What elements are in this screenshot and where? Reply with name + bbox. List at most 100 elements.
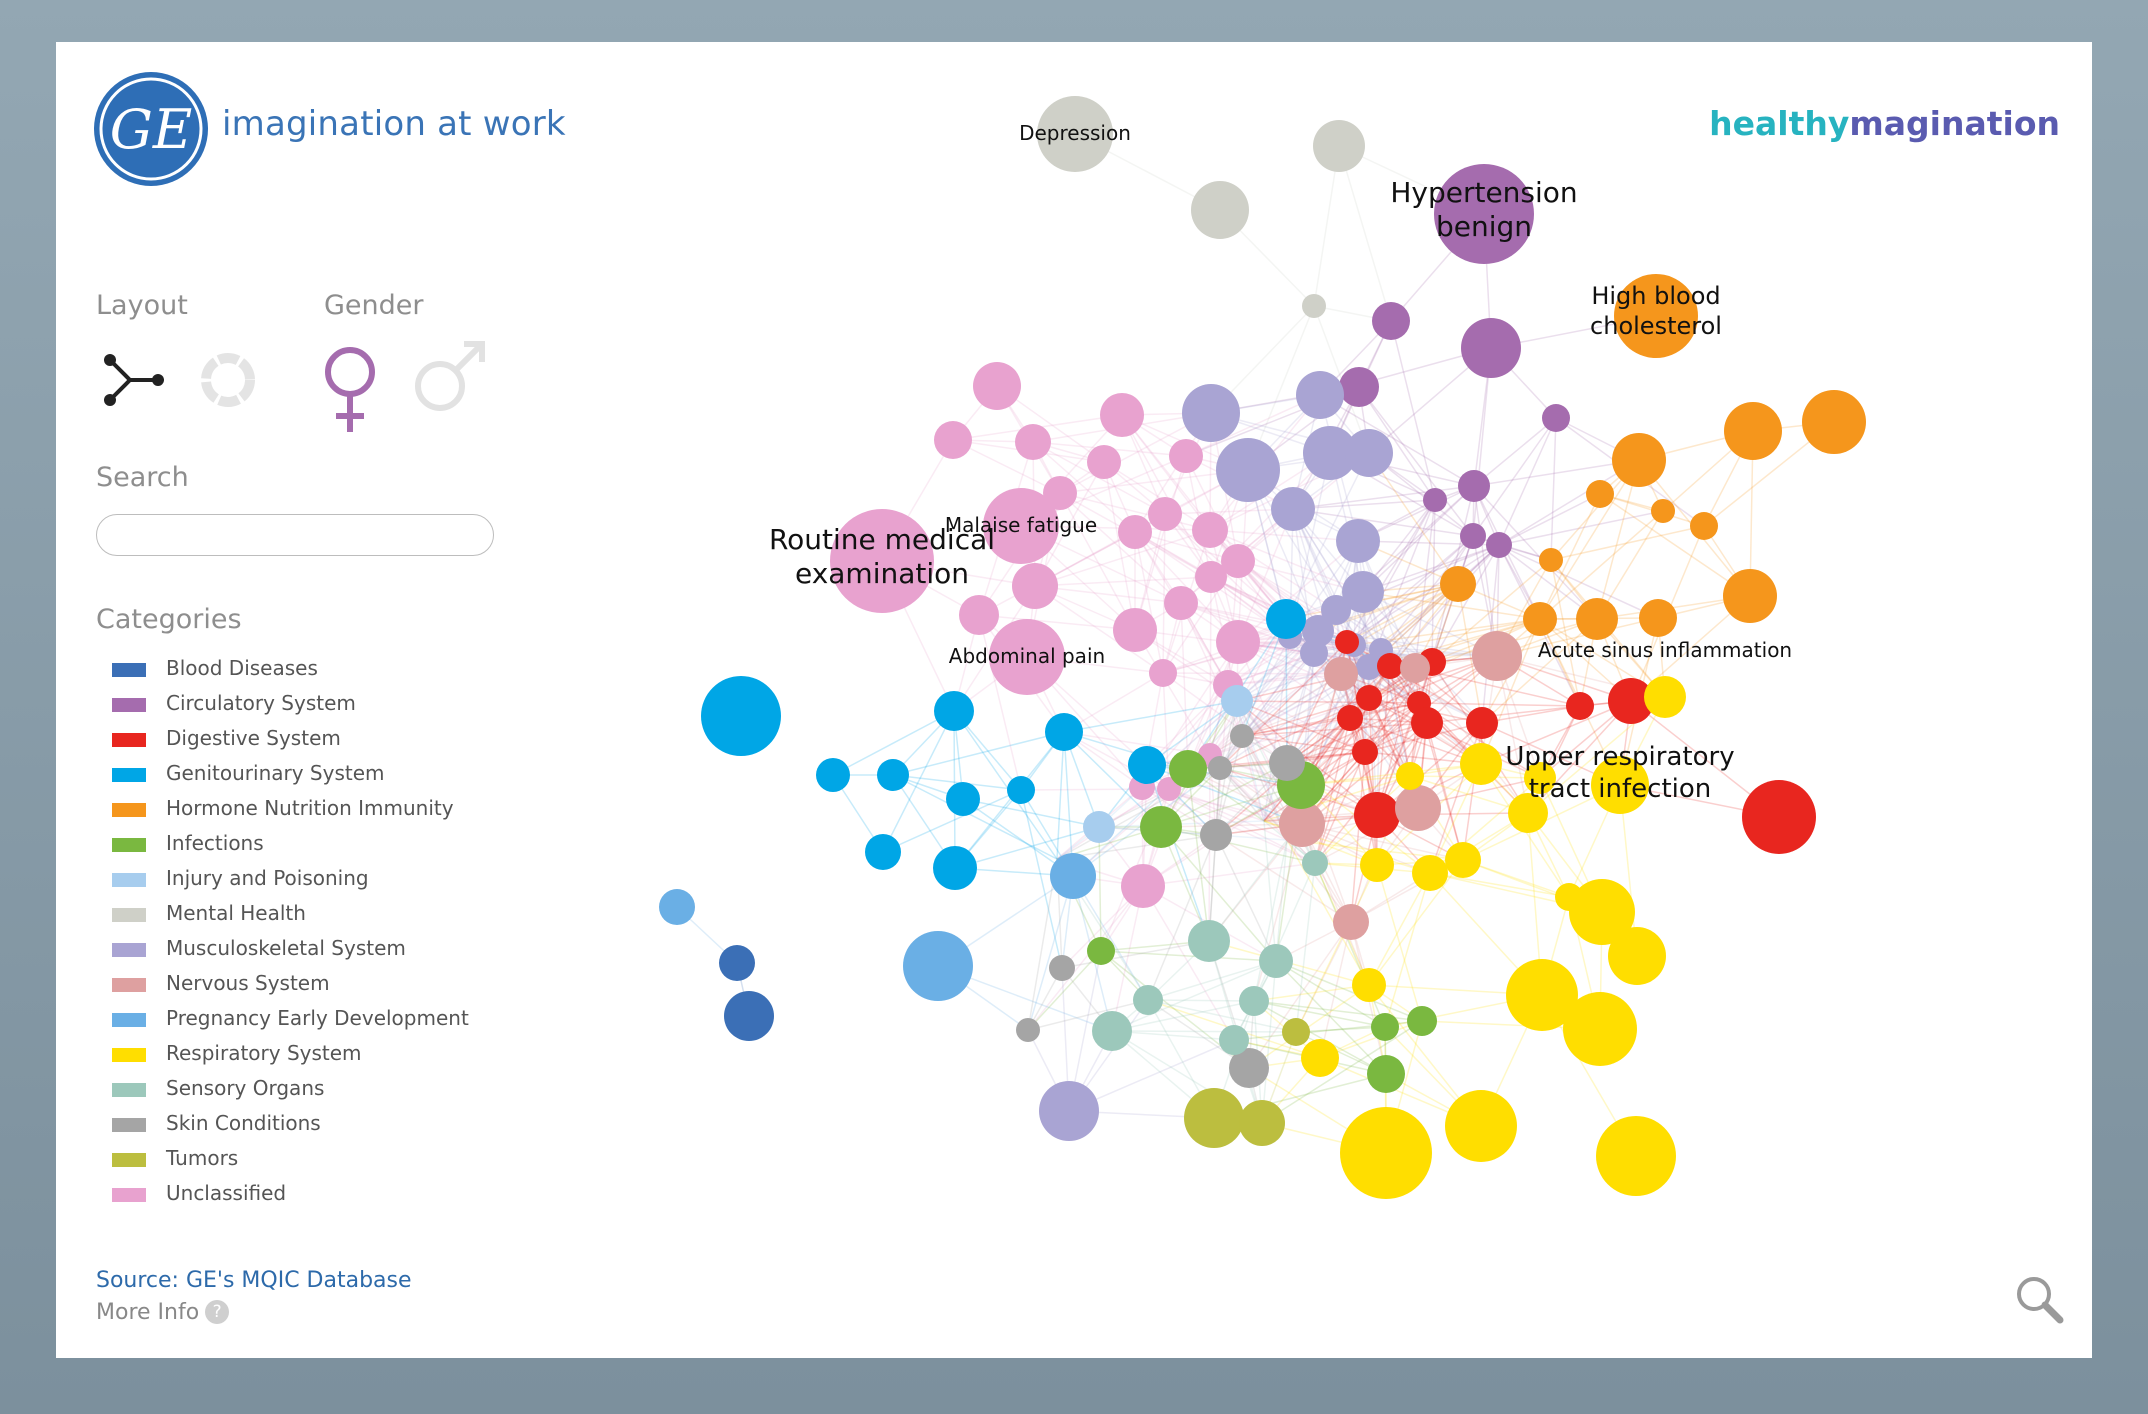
graph-node[interactable] bbox=[946, 782, 980, 816]
graph-node[interactable] bbox=[1269, 745, 1305, 781]
graph-node[interactable] bbox=[1445, 842, 1481, 878]
graph-node[interactable] bbox=[1113, 608, 1157, 652]
zoom-icon[interactable] bbox=[2014, 1274, 2064, 1326]
graph-node[interactable] bbox=[816, 758, 850, 792]
node-routine-medical-examination[interactable] bbox=[830, 509, 934, 613]
graph-node[interactable] bbox=[1651, 499, 1675, 523]
graph-node[interactable] bbox=[865, 834, 901, 870]
graph-node[interactable] bbox=[1586, 480, 1614, 508]
graph-node[interactable] bbox=[1239, 986, 1269, 1016]
node-acute-sinus-inflammation[interactable] bbox=[1644, 676, 1686, 718]
graph-node[interactable] bbox=[1121, 864, 1165, 908]
circular-layout-icon[interactable] bbox=[196, 348, 260, 412]
graph-node[interactable] bbox=[1191, 181, 1249, 239]
graph-node[interactable] bbox=[1423, 488, 1447, 512]
graph-node[interactable] bbox=[1400, 653, 1430, 683]
graph-node[interactable] bbox=[1083, 811, 1115, 843]
graph-node[interactable] bbox=[1377, 653, 1403, 679]
graph-node[interactable] bbox=[1407, 1006, 1437, 1036]
graph-node[interactable] bbox=[1118, 515, 1152, 549]
graph-node[interactable] bbox=[1396, 762, 1424, 790]
graph-node[interactable] bbox=[1045, 713, 1083, 751]
graph-node[interactable] bbox=[1016, 1018, 1040, 1042]
graph-node[interactable] bbox=[1412, 855, 1448, 891]
graph-node[interactable] bbox=[1221, 544, 1255, 578]
healthymagination-logo[interactable]: healthymagination bbox=[1709, 104, 2060, 143]
graph-node[interactable] bbox=[1216, 438, 1280, 502]
graph-node[interactable] bbox=[1576, 598, 1618, 640]
graph-node[interactable] bbox=[1354, 792, 1400, 838]
graph-node[interactable] bbox=[1184, 1088, 1244, 1148]
node-depression[interactable] bbox=[1037, 96, 1113, 172]
graph-node[interactable] bbox=[1282, 1018, 1310, 1046]
graph-node[interactable] bbox=[1742, 780, 1816, 854]
graph-node[interactable] bbox=[1440, 566, 1476, 602]
graph-node[interactable] bbox=[1188, 920, 1230, 962]
graph-node[interactable] bbox=[1352, 739, 1378, 765]
graph-node[interactable] bbox=[1460, 743, 1502, 785]
graph-node[interactable] bbox=[1360, 848, 1394, 882]
graph-node[interactable] bbox=[1395, 785, 1441, 831]
graph-node[interactable] bbox=[1302, 615, 1334, 647]
node-allergy[interactable] bbox=[1591, 756, 1649, 814]
graph-node[interactable] bbox=[1128, 746, 1166, 784]
graph-node[interactable] bbox=[1050, 853, 1096, 899]
graph-node[interactable] bbox=[1333, 904, 1369, 940]
graph-node[interactable] bbox=[1340, 1107, 1432, 1199]
graph-node[interactable] bbox=[1342, 571, 1384, 613]
graph-node[interactable] bbox=[1140, 806, 1182, 848]
graph-node[interactable] bbox=[959, 595, 999, 635]
graph-node[interactable] bbox=[973, 362, 1021, 410]
node-upper-respiratory-tract-infection[interactable] bbox=[1563, 992, 1637, 1066]
graph-node[interactable] bbox=[1279, 801, 1325, 847]
graph-node[interactable] bbox=[719, 945, 755, 981]
graph-node[interactable] bbox=[1313, 120, 1365, 172]
graph-node[interactable] bbox=[1049, 955, 1075, 981]
graph-node[interactable] bbox=[1506, 959, 1578, 1031]
graph-node[interactable] bbox=[1015, 424, 1051, 460]
graph-node[interactable] bbox=[1356, 685, 1382, 711]
node-gynecological-examination[interactable] bbox=[1266, 599, 1306, 639]
graph-node[interactable] bbox=[1542, 404, 1570, 432]
graph-node[interactable] bbox=[1466, 707, 1498, 739]
graph-node[interactable] bbox=[1461, 318, 1521, 378]
graph-node[interactable] bbox=[1007, 776, 1035, 804]
graph-node[interactable] bbox=[933, 846, 977, 890]
search-input[interactable] bbox=[96, 514, 494, 556]
node-hypertension-benign[interactable] bbox=[1434, 164, 1534, 264]
graph-node[interactable] bbox=[1169, 750, 1207, 788]
graph-node[interactable] bbox=[1087, 937, 1115, 965]
graph-node[interactable] bbox=[1523, 602, 1557, 636]
ge-logo[interactable]: GE bbox=[92, 70, 210, 188]
graph-node[interactable] bbox=[659, 889, 695, 925]
graph-node[interactable] bbox=[1300, 639, 1328, 667]
graph-node[interactable] bbox=[1486, 532, 1512, 558]
node-sore-throat[interactable] bbox=[1301, 1039, 1339, 1077]
graph-node[interactable] bbox=[1169, 439, 1203, 473]
graph-node[interactable] bbox=[1335, 630, 1359, 654]
graph-node[interactable] bbox=[877, 759, 909, 791]
graph-node[interactable] bbox=[1200, 819, 1232, 851]
graph-node[interactable] bbox=[934, 421, 972, 459]
graph-node[interactable] bbox=[934, 691, 974, 731]
graph-node[interactable] bbox=[1303, 426, 1357, 480]
graph-node[interactable] bbox=[1345, 429, 1393, 477]
female-icon[interactable] bbox=[318, 340, 382, 436]
graph-node[interactable] bbox=[1148, 497, 1182, 531]
graph-node[interactable] bbox=[1356, 654, 1382, 680]
graph-node[interactable] bbox=[1411, 707, 1443, 739]
graph-node[interactable] bbox=[1371, 1013, 1399, 1041]
more-info-link[interactable]: More Info? bbox=[96, 1300, 230, 1325]
graph-node[interactable] bbox=[1157, 777, 1181, 801]
node-heartburn[interactable] bbox=[1608, 678, 1654, 724]
graph-node[interactable] bbox=[1229, 1048, 1269, 1088]
graph-node[interactable] bbox=[1508, 793, 1548, 833]
graph-node[interactable] bbox=[1012, 563, 1058, 609]
graph-node[interactable] bbox=[1524, 762, 1556, 794]
graph-node[interactable] bbox=[1723, 569, 1777, 623]
male-icon[interactable] bbox=[410, 338, 490, 418]
node-abdominal-pain[interactable] bbox=[989, 619, 1065, 695]
node-malaise-fatigue[interactable] bbox=[983, 488, 1059, 564]
graph-node[interactable] bbox=[724, 991, 774, 1041]
